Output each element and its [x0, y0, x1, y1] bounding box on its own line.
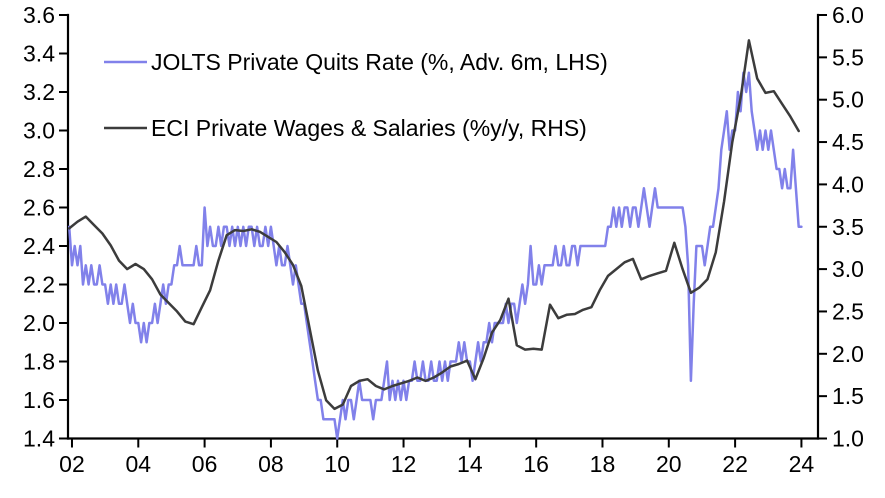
y-axis-left: 3.6 3.4 3.2 3.0 2.8 2.6 2.4 2.2 2.0 1.8 1.6 1.4 [23, 2, 69, 452]
y-axis-right: 6.0 5.5 5.0 4.5 4.0 3.5 3.0 2.5 2.0 1.5 1.0 [817, 2, 864, 452]
y-axis-left-tick-label: 2.6 [23, 195, 55, 221]
y-axis-right-tick-label: 1.5 [832, 383, 864, 409]
legend: JOLTS Private Quits Rate (%, Adv. 6m, LH… [104, 49, 608, 141]
y-axis-right-tick-label: 6.0 [832, 2, 864, 28]
y-axis-left-tick-label: 1.6 [23, 387, 55, 413]
y-axis-left-tick-label: 3.0 [23, 118, 55, 144]
eci-wages-line [67, 39, 800, 411]
y-axis-left-tick-label: 1.8 [23, 349, 55, 375]
jolts-quits-line [67, 71, 803, 440]
y-axis-right-tick-label: 5.5 [832, 44, 864, 70]
y-axis-left-tick-label: 2.2 [23, 272, 55, 298]
y-axis-left-tick-label: 3.4 [23, 41, 55, 67]
x-axis-tick-label: 06 [192, 451, 218, 477]
y-axis-left-tick-label: 2.4 [23, 233, 55, 259]
y-axis-right-tick-label: 2.5 [832, 298, 864, 324]
y-axis-left-tick-label: 3.2 [23, 79, 55, 105]
x-axis-tick-label: 24 [789, 451, 815, 477]
y-axis-right-tick-label: 4.0 [832, 171, 864, 197]
x-axis-tick-label: 22 [722, 451, 748, 477]
y-axis-right-tick-label: 4.5 [832, 129, 864, 155]
legend-item: JOLTS Private Quits Rate (%, Adv. 6m, LH… [104, 49, 608, 75]
y-axis-left-tick-label: 2.8 [23, 156, 55, 182]
x-axis-tick-label: 04 [125, 451, 151, 477]
legend-item: ECI Private Wages & Salaries (%y/y, RHS) [104, 115, 587, 141]
legend-label: ECI Private Wages & Salaries (%y/y, RHS) [151, 115, 587, 141]
x-axis-tick-label: 10 [324, 451, 350, 477]
x-axis-tick-label: 02 [59, 451, 85, 477]
x-axis-tick-label: 18 [590, 451, 616, 477]
y-axis-right-tick-label: 1.0 [832, 426, 864, 452]
y-axis-right-tick-label: 3.5 [832, 214, 864, 240]
x-axis-tick-label: 12 [391, 451, 417, 477]
x-axis: 02 04 06 08 10 12 14 16 18 20 22 24 [59, 437, 815, 477]
x-axis-tick-label: 08 [258, 451, 284, 477]
y-axis-right-tick-label: 3.0 [832, 256, 864, 282]
y-axis-left-tick-label: 1.4 [23, 426, 55, 452]
x-axis-tick-label: 16 [523, 451, 549, 477]
legend-label: JOLTS Private Quits Rate (%, Adv. 6m, LH… [151, 49, 608, 75]
y-axis-right-tick-label: 5.0 [832, 87, 864, 113]
y-axis-left-tick-label: 3.6 [23, 2, 55, 28]
y-axis-right-tick-label: 2.0 [832, 341, 864, 367]
y-axis-left-tick-label: 2.0 [23, 310, 55, 336]
x-axis-tick-label: 14 [457, 451, 483, 477]
x-axis-tick-label: 20 [656, 451, 682, 477]
